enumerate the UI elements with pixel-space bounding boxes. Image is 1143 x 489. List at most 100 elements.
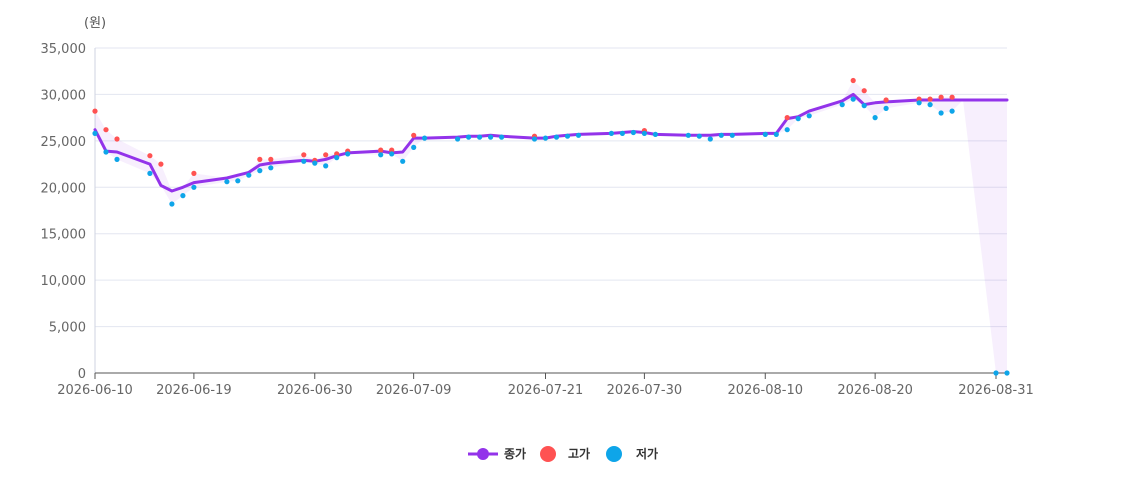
low-point bbox=[762, 131, 768, 137]
low-point bbox=[422, 135, 428, 141]
legend-item-close: 종가 bbox=[468, 446, 526, 461]
high-point bbox=[323, 152, 329, 158]
y-tick-label: 20,000 bbox=[41, 181, 87, 196]
legend: 종가 고가 저가 bbox=[468, 446, 658, 462]
legend-label-low: 저가 bbox=[636, 446, 658, 461]
low-point bbox=[696, 133, 702, 139]
low-point bbox=[630, 129, 637, 136]
x-tick-label: 2026-06-30 bbox=[277, 383, 353, 398]
low-point bbox=[499, 134, 505, 140]
low-point bbox=[169, 201, 175, 207]
low-point bbox=[400, 158, 406, 164]
low-point bbox=[927, 102, 933, 108]
legend-item-low: 저가 bbox=[606, 446, 658, 462]
high-point bbox=[191, 170, 197, 176]
legend-label-close: 종가 bbox=[504, 446, 526, 461]
low-point bbox=[455, 136, 461, 142]
high-point bbox=[92, 108, 98, 114]
low-point bbox=[619, 130, 626, 136]
low-point bbox=[224, 179, 230, 185]
low-point bbox=[323, 163, 329, 169]
low-point bbox=[257, 168, 263, 174]
low-point bbox=[575, 132, 582, 138]
x-axis: 2026-06-10 2026-06-19 2026-06-30 2026-07-09… bbox=[57, 372, 1034, 398]
low-point bbox=[564, 133, 571, 139]
low-point bbox=[542, 135, 549, 141]
legend-item-high: 고가 bbox=[540, 446, 590, 462]
high-point bbox=[334, 151, 340, 157]
low-point bbox=[345, 151, 351, 157]
low-point bbox=[103, 149, 109, 155]
y-tick-label: 0 bbox=[78, 367, 86, 382]
low-point bbox=[729, 132, 735, 138]
low-point bbox=[938, 110, 944, 116]
y-tick-label: 35,000 bbox=[41, 42, 87, 57]
low-point bbox=[180, 193, 186, 199]
high-point bbox=[389, 147, 395, 153]
series-line-close bbox=[93, 92, 1009, 193]
low-point bbox=[378, 152, 384, 158]
x-tick-label: 2026-08-10 bbox=[727, 383, 803, 398]
y-axis: 0 5,000 10,000 15,000 20,000 25,000 30,000 35,0… bbox=[41, 42, 96, 382]
low-point bbox=[861, 103, 867, 109]
x-tick-label: 2026-08-31 bbox=[958, 383, 1034, 398]
high-point bbox=[411, 132, 417, 138]
low-point bbox=[784, 127, 790, 133]
gridlines bbox=[95, 47, 1007, 374]
low-point bbox=[411, 144, 417, 150]
legend-marker-low bbox=[606, 446, 622, 462]
low-point bbox=[312, 160, 318, 166]
low-point bbox=[872, 115, 878, 121]
x-tick-label: 2026-08-20 bbox=[837, 383, 913, 398]
x-tick-label: 2026-06-10 bbox=[57, 383, 133, 398]
high-low-band bbox=[95, 80, 1007, 373]
high-point bbox=[268, 156, 274, 162]
high-point bbox=[147, 153, 153, 159]
low-point bbox=[268, 165, 274, 171]
y-tick-label: 10,000 bbox=[41, 274, 87, 289]
high-point bbox=[301, 152, 307, 158]
high-point bbox=[257, 156, 263, 162]
y-unit-label: (원) bbox=[84, 16, 106, 31]
low-point bbox=[488, 134, 494, 140]
high-point bbox=[784, 115, 790, 121]
low-point bbox=[334, 155, 340, 161]
x-tick-label: 2026-07-30 bbox=[607, 383, 683, 398]
high-point bbox=[158, 161, 164, 167]
legend-marker-close bbox=[477, 448, 489, 460]
x-tick-label: 2026-07-09 bbox=[376, 383, 452, 398]
high-point bbox=[927, 96, 933, 102]
low-point bbox=[531, 136, 538, 142]
low-point bbox=[883, 105, 889, 111]
high-point bbox=[103, 127, 109, 133]
low-point bbox=[301, 158, 307, 164]
legend-label-high: 고가 bbox=[568, 446, 590, 461]
low-point bbox=[389, 151, 395, 157]
low-point bbox=[191, 184, 197, 190]
plot-area bbox=[92, 77, 1010, 376]
low-point bbox=[839, 102, 845, 108]
y-tick-label: 15,000 bbox=[41, 228, 87, 243]
low-point bbox=[916, 100, 922, 106]
low-point bbox=[718, 132, 724, 138]
high-point bbox=[938, 94, 944, 100]
high-point bbox=[916, 96, 922, 102]
low-point bbox=[707, 136, 713, 142]
low-point bbox=[685, 132, 691, 138]
x-tick-label: 2026-06-19 bbox=[156, 383, 232, 398]
low-point bbox=[773, 131, 779, 137]
low-point bbox=[466, 134, 472, 140]
low-point bbox=[641, 130, 648, 136]
low-point bbox=[652, 131, 659, 137]
low-point bbox=[949, 108, 955, 114]
low-point bbox=[246, 172, 252, 178]
high-point bbox=[850, 77, 856, 84]
high-point bbox=[861, 88, 867, 94]
low-point bbox=[608, 130, 615, 136]
y-tick-label: 25,000 bbox=[41, 135, 87, 150]
high-point bbox=[114, 136, 120, 142]
low-point bbox=[114, 156, 120, 162]
low-point bbox=[147, 170, 153, 176]
legend-marker-high bbox=[540, 446, 556, 462]
